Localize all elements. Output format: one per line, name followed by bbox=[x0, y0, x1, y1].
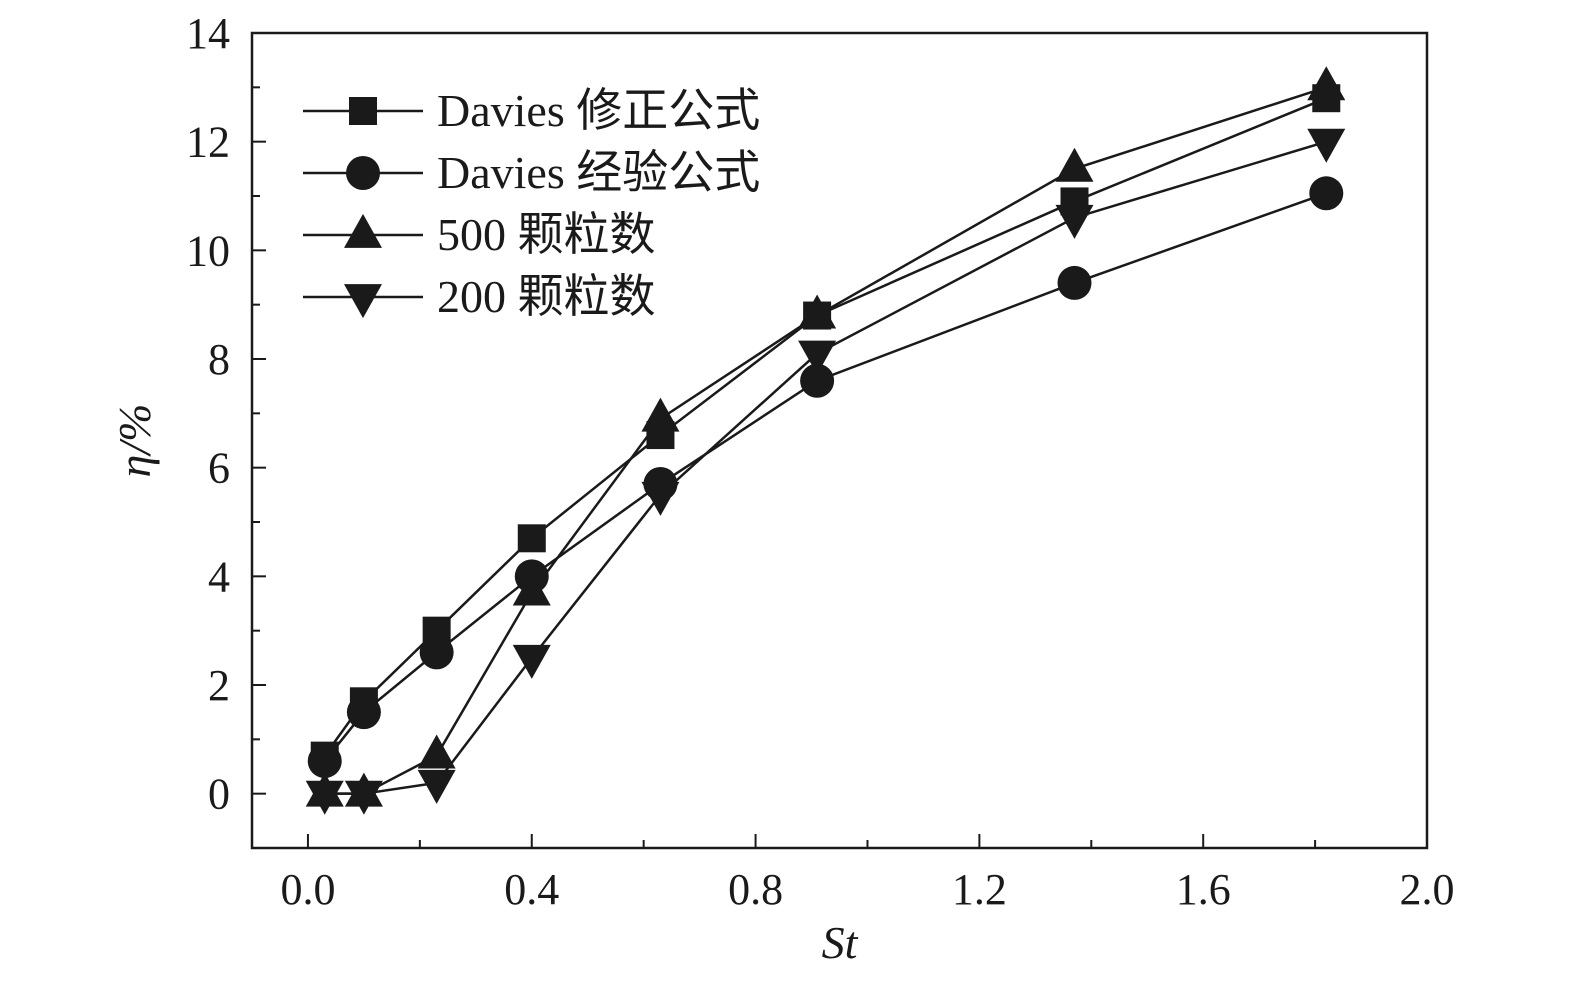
legend-item: Davies 修正公式 bbox=[303, 85, 760, 136]
data-point bbox=[800, 363, 835, 398]
x-tick-label: 0.4 bbox=[504, 865, 559, 914]
legend-label: 500 颗粒数 bbox=[437, 209, 656, 260]
y-axis: 0 2 4 6 8 10 12 14 bbox=[186, 9, 266, 819]
series-2 bbox=[307, 176, 1344, 779]
x-axis-title: St bbox=[822, 917, 859, 968]
data-point bbox=[798, 340, 837, 375]
plot-frame bbox=[250, 31, 1429, 850]
y-tick-label: 14 bbox=[186, 9, 230, 58]
data-point bbox=[1055, 147, 1094, 182]
x-tick-label: 2.0 bbox=[1400, 865, 1455, 914]
y-tick-label: 12 bbox=[186, 118, 230, 167]
y-tick-label: 10 bbox=[186, 226, 230, 275]
legend-marker bbox=[344, 213, 382, 248]
x-tick-label: 0.8 bbox=[728, 865, 783, 914]
y-tick-label: 0 bbox=[208, 770, 230, 819]
legend: Davies 修正公式 Davies 经验公式 500 颗粒数 200 颗粒数 bbox=[303, 85, 760, 322]
data-point bbox=[641, 481, 680, 516]
legend-item: 200 颗粒数 bbox=[303, 271, 656, 322]
series-layer bbox=[305, 66, 1346, 815]
data-point bbox=[512, 644, 551, 679]
data-point bbox=[1055, 204, 1094, 239]
series-4 bbox=[305, 128, 1346, 815]
legend-label: Davies 经验公式 bbox=[437, 147, 760, 198]
legend-marker bbox=[344, 284, 382, 319]
y-tick-label: 2 bbox=[208, 661, 230, 710]
data-point bbox=[1307, 128, 1346, 163]
data-point bbox=[344, 780, 383, 815]
plot-border bbox=[250, 31, 1429, 850]
legend-marker bbox=[349, 97, 377, 125]
legend-item: 500 颗粒数 bbox=[303, 209, 656, 260]
x-tick-label: 0.0 bbox=[280, 865, 335, 914]
data-point bbox=[346, 695, 381, 730]
data-point bbox=[1309, 176, 1344, 211]
data-point bbox=[307, 744, 342, 779]
data-point bbox=[641, 397, 680, 432]
y-tick-label: 8 bbox=[208, 335, 230, 384]
data-point bbox=[305, 780, 344, 815]
legend-label: Davies 修正公式 bbox=[437, 85, 760, 136]
x-tick-label: 1.6 bbox=[1176, 865, 1231, 914]
legend-marker bbox=[346, 156, 380, 190]
legend-item: Davies 经验公式 bbox=[303, 147, 760, 198]
data-point bbox=[1057, 265, 1092, 300]
x-tick-label: 1.2 bbox=[952, 865, 1007, 914]
y-tick-label: 4 bbox=[208, 552, 230, 601]
data-point bbox=[417, 769, 456, 804]
data-point bbox=[798, 294, 837, 329]
data-point bbox=[1307, 66, 1346, 101]
data-point bbox=[517, 524, 546, 553]
y-tick-label: 6 bbox=[208, 444, 230, 493]
legend-label: 200 颗粒数 bbox=[437, 271, 656, 322]
data-point bbox=[417, 734, 456, 769]
data-point bbox=[419, 635, 454, 670]
y-axis-title: η/% bbox=[109, 404, 160, 478]
x-axis: 0.0 0.4 0.8 1.2 1.6 2.0 bbox=[280, 834, 1455, 914]
data-point bbox=[512, 571, 551, 606]
